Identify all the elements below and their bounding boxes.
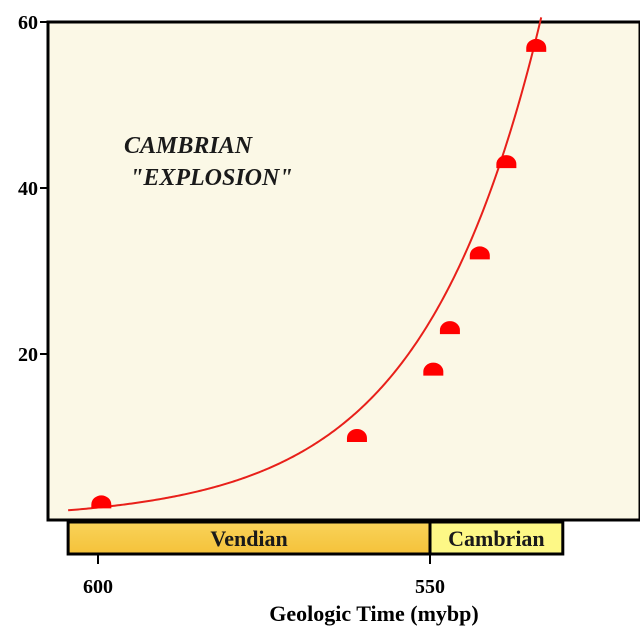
- data-point-1: [91, 495, 112, 509]
- data-point-2: [346, 429, 367, 442]
- x-tick-label-600: 600: [83, 576, 113, 598]
- period-label-cambrian: Cambrian: [448, 526, 545, 551]
- y-tick-label-60: 60: [18, 12, 38, 34]
- period-label-vendian: Vendian: [210, 526, 287, 551]
- period-bar: Vendian Cambrian: [66, 520, 565, 556]
- plot-area: [46, 20, 640, 522]
- data-point-7: [526, 38, 547, 52]
- x-axis-ticks: [97, 554, 431, 564]
- x-tick-label-550: 550: [415, 576, 445, 598]
- data-points: [91, 38, 547, 509]
- x-axis-title: Geologic Time (mybp): [269, 601, 478, 626]
- annotation-line-1: CAMBRIAN: [124, 133, 254, 159]
- data-point-5: [469, 246, 490, 260]
- data-point-4: [439, 321, 460, 335]
- data-point-6: [496, 155, 517, 169]
- y-axis-tick-labels: 20 40 60: [18, 12, 38, 366]
- x-axis-tick-labels: 600 550: [83, 576, 445, 598]
- exponential-trend-curve: [68, 17, 543, 512]
- y-tick-label-40: 40: [18, 178, 38, 200]
- annotation-line-2: "EXPLOSION": [130, 165, 293, 191]
- y-axis-ticks: [40, 21, 48, 355]
- period-band-vendian: [66, 520, 432, 556]
- y-tick-label-20: 20: [18, 344, 38, 366]
- period-band-cambrian: [428, 520, 565, 556]
- data-point-3: [423, 362, 444, 376]
